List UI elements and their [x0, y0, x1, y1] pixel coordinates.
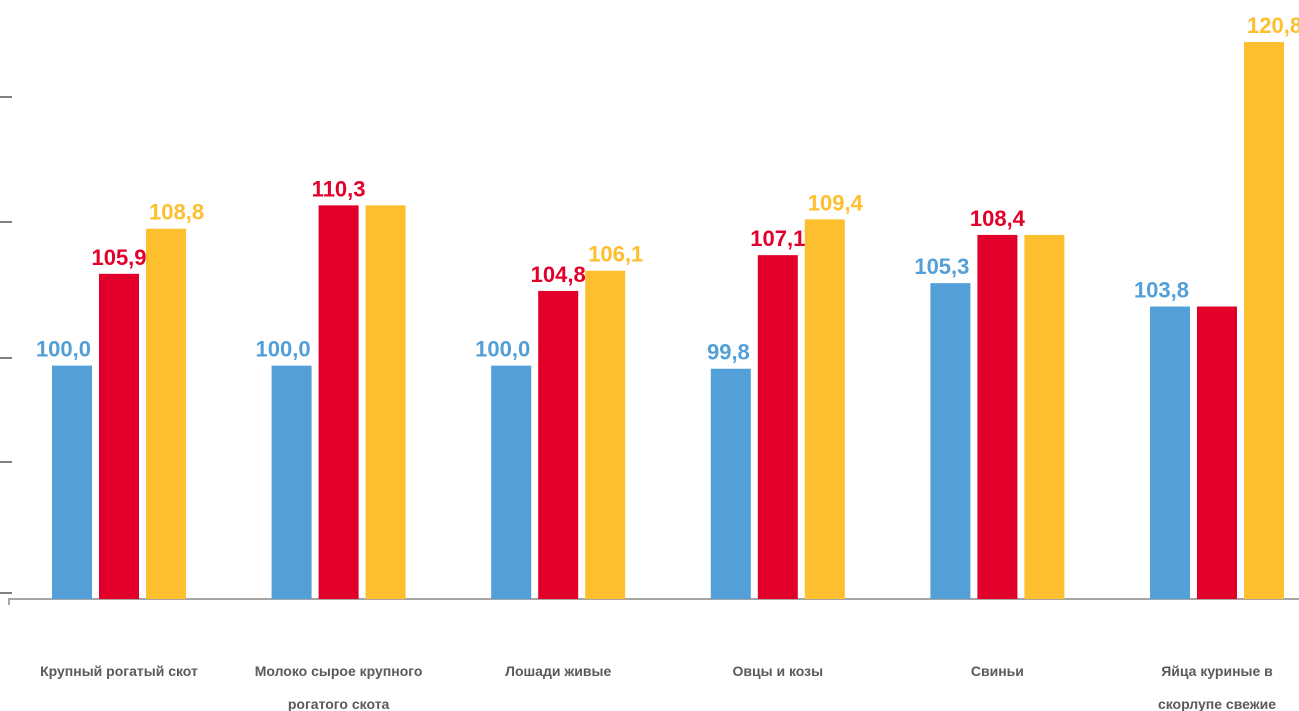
bar-2-series-3 [365, 205, 406, 600]
bar-3-series-3 [585, 270, 626, 599]
value-label: 100,0 [256, 337, 311, 362]
value-label: 100,0 [36, 337, 91, 362]
value-label: 106,1 [588, 242, 643, 267]
bar-6-series-1 [1150, 306, 1190, 599]
category-label: Овцы и козы [733, 663, 824, 679]
category-label: Свиньи [971, 663, 1024, 679]
bar-6-series-2 [1197, 306, 1237, 599]
bar-1-series-2 [99, 273, 139, 599]
category-label: рогатого скота [288, 696, 390, 711]
bar-3-series-2 [538, 290, 579, 599]
bar-4-series-1 [710, 368, 751, 599]
bar-5-series-2 [977, 234, 1018, 599]
value-label: 105,3 [914, 254, 969, 279]
bar-1-series-1 [52, 365, 92, 599]
value-label: 110,3 [312, 176, 366, 201]
bar-6-series-3 [1244, 42, 1284, 599]
value-label: 107,1 [750, 226, 805, 251]
value-label: 109,4 [808, 190, 864, 215]
category-label: Молоко сырое крупного [255, 663, 423, 679]
value-label: 108,8 [149, 200, 204, 225]
bar-5-series-3 [1024, 234, 1065, 599]
category-label: Яйца куриные в [1161, 663, 1273, 679]
value-label: 105,9 [91, 245, 146, 270]
category-label-layer: Крупный рогатый скот Молоко сырое крупног… [40, 663, 1276, 711]
bar-3-series-1 [491, 365, 532, 599]
bar-4-series-2 [757, 255, 798, 599]
category-label: скорлупе свежие [1158, 696, 1276, 711]
value-label: 99,8 [707, 340, 750, 365]
bar-5-series-1 [930, 283, 971, 599]
category-label: Лошади живые [505, 663, 611, 679]
category-label: Крупный рогатый скот [40, 663, 198, 679]
bar-1-series-3 [146, 228, 186, 599]
value-label: 120,8 [1247, 13, 1299, 38]
value-label: 100,0 [475, 337, 530, 362]
bar-layer [52, 42, 1284, 600]
value-label: 104,8 [531, 262, 586, 287]
value-label: 103,8 [1134, 277, 1189, 302]
value-label: 108,4 [970, 206, 1026, 231]
axis-layer [0, 96, 1299, 605]
bar-2-series-1 [271, 365, 312, 599]
bar-2-series-2 [318, 205, 359, 600]
bar-4-series-3 [804, 219, 845, 599]
